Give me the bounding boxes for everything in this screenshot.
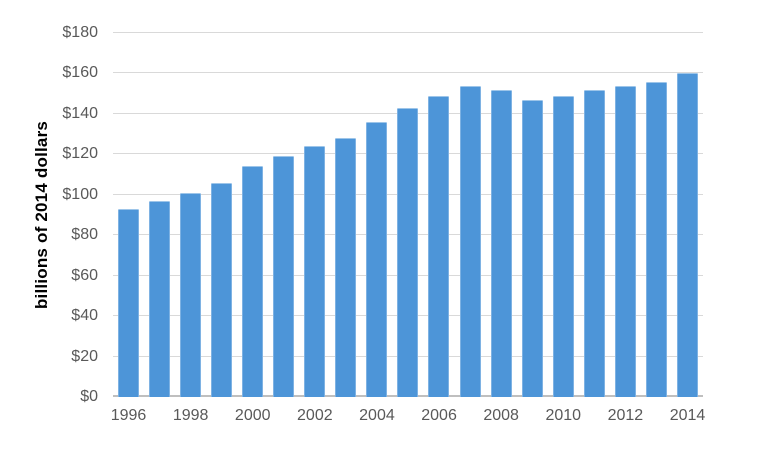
bar-2002 (304, 146, 326, 397)
bar-2000 (242, 166, 264, 397)
bar-2008 (490, 89, 512, 397)
bar-1996 (118, 208, 139, 397)
x-tick-label-2010: 2010 (545, 407, 582, 424)
bar-2006 (428, 95, 450, 397)
bar-2004 (366, 121, 388, 397)
x-tick-label-2000: 2000 (234, 407, 271, 424)
x-tick-label-2002: 2002 (297, 407, 333, 424)
x-tick-label-1996: 1996 (110, 407, 147, 424)
y-tick-label-100: $100 (62, 185, 98, 203)
x-tick-label-1998: 1998 (172, 407, 209, 424)
gridline-160 (113, 72, 703, 74)
y-tick-label-180: $180 (62, 24, 98, 41)
bar-1999 (211, 182, 233, 397)
y-tick-label-20: $20 (71, 347, 98, 365)
bar-2005 (397, 107, 419, 397)
bar-2001 (273, 156, 295, 397)
y-tick-label-120: $120 (62, 145, 98, 163)
bar-2013 (645, 81, 667, 397)
bars (113, 33, 703, 397)
x-tick-label-2004: 2004 (359, 407, 395, 424)
bar-2012 (614, 85, 636, 397)
bar-2003 (335, 138, 357, 397)
y-tick-label-160: $160 (62, 64, 98, 82)
y-tick-label-40: $40 (71, 307, 98, 325)
x-tick-label-2012: 2012 (607, 407, 644, 424)
gridline-180 (113, 32, 703, 33)
bar-1997 (149, 200, 171, 397)
bar-2014 (676, 73, 698, 397)
bar-2010 (552, 95, 574, 397)
x-axis-tick-labels: 1996 1998 2000 2002 2004 2006 2008 2010 2012 2014 (110, 405, 706, 427)
bar-2007 (459, 85, 481, 397)
y-tick-label-0: $0 (80, 388, 98, 405)
y-tick-label-140: $140 (62, 104, 98, 122)
x-tick-label-2006: 2006 (421, 407, 457, 424)
x-tick-label-2014: 2014 (669, 407, 706, 424)
y-tick-label-60: $60 (71, 266, 98, 284)
x-tick-label-2008: 2008 (483, 407, 519, 424)
bar-2009 (521, 99, 543, 397)
bar-2011 (583, 89, 605, 397)
y-tick-label-80: $80 (71, 226, 98, 244)
bar-1998 (180, 192, 202, 397)
y-axis-tick-labels: $0 $20 $40 $60 $80 $100 $120 $140 $160 $180 (0, 25, 98, 405)
plot-area (113, 32, 703, 397)
